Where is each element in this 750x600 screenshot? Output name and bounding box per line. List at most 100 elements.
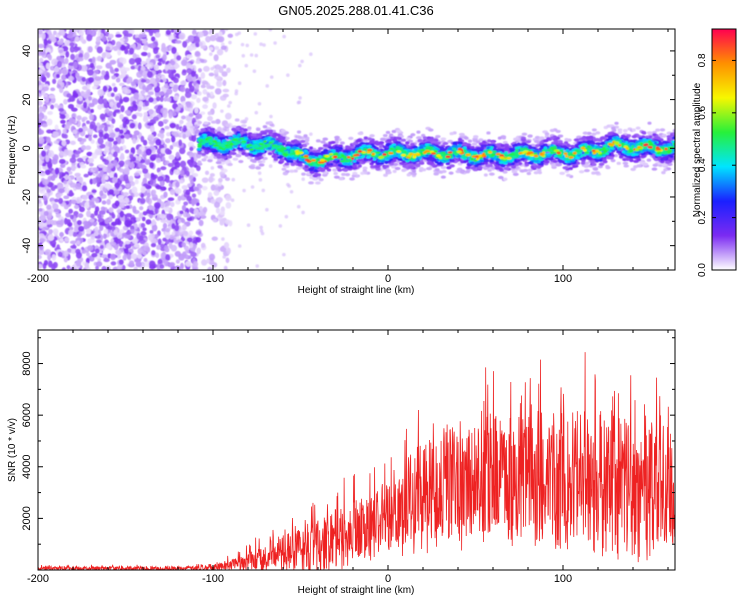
heatmap-cell (129, 154, 134, 160)
heatmap-cell (636, 158, 641, 162)
heatmap-cell (46, 118, 53, 126)
heatmap-cell (646, 158, 652, 162)
heatmap-cell (186, 195, 192, 201)
heatmap-cell (133, 172, 140, 177)
heatmap-cell (400, 138, 407, 142)
heatmap-cell (208, 176, 214, 183)
heatmap-cell (150, 36, 156, 42)
heatmap-cell (130, 81, 136, 87)
heatmap-cell (186, 237, 193, 243)
heatmap-cell (208, 72, 215, 77)
heatmap-cell (151, 194, 158, 201)
heatmap-cell (76, 157, 84, 163)
heatmap-cell (48, 94, 56, 99)
heatmap-cell (212, 102, 217, 109)
heatmap-cell (180, 59, 188, 67)
heatmap-cell (100, 206, 106, 211)
heatmap-cell (537, 171, 542, 175)
heatmap-cell (341, 172, 346, 177)
heatmap-cell (126, 78, 131, 85)
heatmap-cell (483, 166, 489, 170)
heatmap-cell (68, 75, 75, 82)
heatmap-cell (473, 135, 479, 139)
heatmap-cell (179, 210, 184, 215)
heatmap-cell (59, 219, 64, 226)
heatmap-cell (54, 198, 59, 203)
heatmap-cell (221, 71, 228, 77)
heatmap-cell (594, 171, 601, 175)
heatmap-cell (440, 175, 446, 179)
heatmap-cell (40, 215, 46, 222)
heatmap-cell (163, 259, 169, 267)
heatmap-cell (521, 132, 528, 136)
heatmap-cell (78, 232, 83, 237)
heatmap-cell (96, 239, 102, 244)
heatmap-cell (206, 258, 210, 264)
heatmap-cell (534, 139, 540, 144)
heatmap-cell (195, 83, 200, 90)
heatmap-cell (367, 137, 372, 141)
heatmap-cell (157, 259, 163, 265)
heatmap-cell (78, 57, 84, 62)
heatmap-cell (169, 122, 176, 129)
heatmap-cell (134, 57, 142, 64)
heatmap-cell (173, 169, 180, 175)
heatmap-cell (104, 218, 110, 225)
heatmap-cell (314, 181, 321, 185)
heatmap-cell (168, 111, 173, 119)
heatmap-cell (148, 108, 154, 115)
heatmap-cell (57, 251, 63, 257)
heatmap-cell (105, 46, 111, 51)
heatmap-cell (70, 199, 78, 205)
heatmap-cell (578, 170, 585, 174)
heatmap-cell (120, 105, 125, 113)
heatmap-cell (64, 174, 69, 181)
heatmap-cell (60, 29, 66, 37)
heatmap-cell (38, 263, 43, 269)
heatmap-cell (123, 174, 129, 182)
heatmap-cell (488, 172, 495, 176)
heatmap-cell (86, 245, 94, 251)
heatmap-cell (63, 250, 69, 257)
heatmap-cell (214, 88, 222, 95)
heatmap-cell (511, 170, 518, 174)
heatmap-cell (141, 38, 147, 44)
heatmap-cell (526, 171, 532, 176)
heatmap-cell (226, 104, 231, 108)
heatmap-cell (174, 161, 181, 168)
heatmap-cell (85, 233, 91, 237)
heatmap-cell (94, 76, 102, 81)
heatmap-cell (162, 237, 167, 242)
heatmap-cell (78, 176, 84, 184)
heatmap-cell (211, 236, 218, 241)
heatmap-cell (59, 231, 64, 238)
heatmap-cell (66, 265, 71, 270)
heatmap-cell (227, 33, 234, 38)
heatmap-cell (87, 157, 94, 163)
heatmap-cell (538, 136, 545, 140)
heatmap-cell (201, 152, 207, 156)
heatmap-cell (103, 150, 108, 155)
heatmap-cell (497, 136, 502, 140)
heatmap-cell (84, 262, 90, 270)
heatmap-cell (582, 131, 588, 135)
heatmap-cell (136, 148, 142, 155)
heatmap-cell (427, 138, 434, 142)
heatmap-cell (148, 210, 154, 215)
heatmap-cell (56, 73, 60, 79)
heatmap-cell (161, 156, 166, 162)
heatmap-cell (128, 260, 135, 266)
heatmap-cell (140, 159, 146, 164)
heatmap-cell (87, 69, 94, 76)
heatmap-cell (47, 234, 55, 241)
heatmap-cell (38, 62, 43, 67)
heatmap-cell (92, 177, 97, 185)
heatmap-cell (125, 118, 130, 125)
heatmap-cell (175, 181, 180, 188)
heatmap-cell (81, 77, 86, 82)
heatmap-cell (118, 160, 125, 167)
heatmap-cell (48, 260, 53, 268)
heatmap-cell (68, 229, 74, 237)
heatmap-cell (210, 198, 216, 204)
heatmap-cell (169, 188, 176, 196)
